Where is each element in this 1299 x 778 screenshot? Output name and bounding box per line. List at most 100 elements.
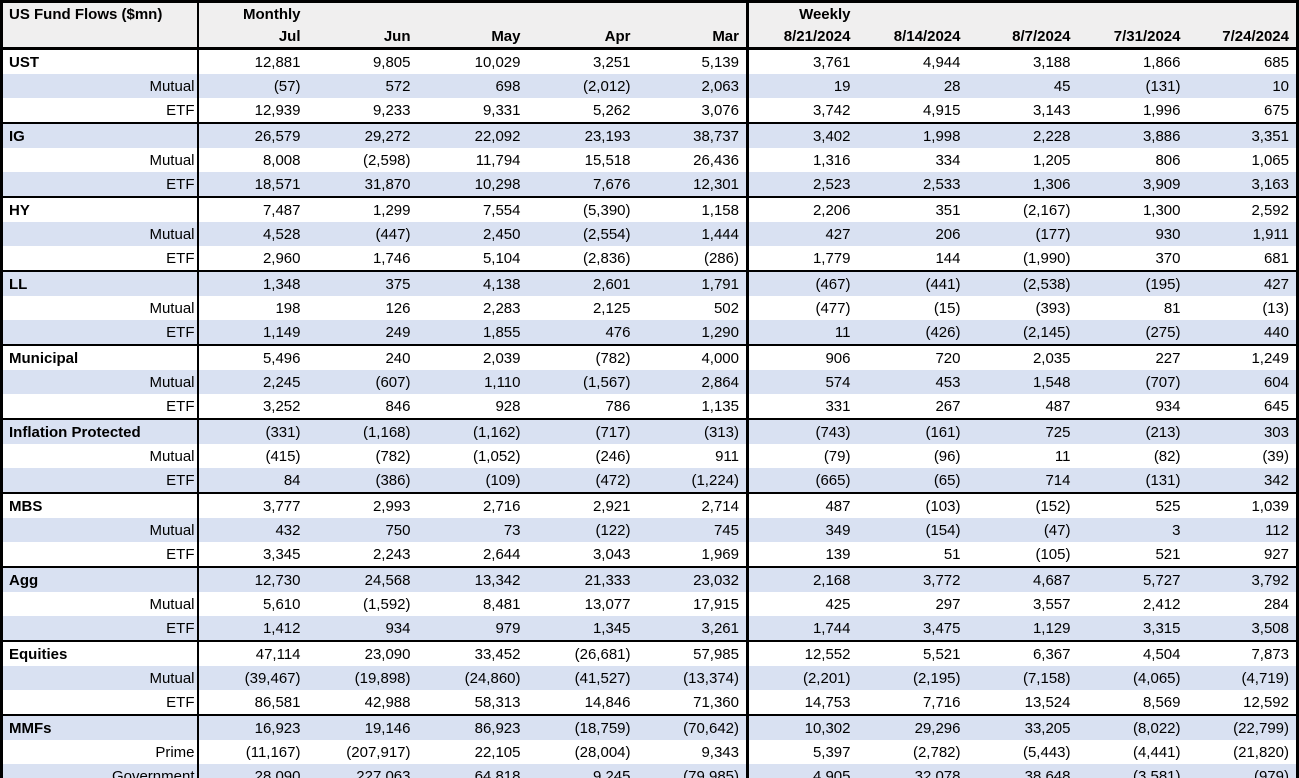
sub-row: Government 28,090 227,063 64,818 9,245 (79,98… [1,764,1298,778]
value-cell: 675 [1263,101,1289,119]
row-label: ETF [1,616,199,641]
value-cell: (154) [857,518,968,542]
value-cell: 453 [857,370,968,394]
row-label: ETF [1,172,199,197]
value-cell: (4,719) [1187,666,1298,690]
sub-row: Mutual (415) (782) (1,052) (246) 911 (79) (96) 1… [1,444,1298,468]
value-cell: 1,316 [812,151,851,169]
value-cell: 1,969 [637,542,749,567]
value-cell: 2,125 [592,299,631,317]
value-cell: 2,039 [417,344,528,370]
value-cell: 206 [857,222,968,246]
value-cell: 427 [1187,270,1298,296]
header-spacer [417,1,528,26]
value-cell: 4,504 [1077,640,1188,666]
sub-row: Mutual (39,467) (19,898) (24,860) (41,527) (1… [1,666,1298,690]
value-cell: 26,436 [637,148,749,172]
row-label: Mutual [1,296,199,320]
sub-row: ETF 3,345 2,243 2,644 3,043 1,969 139 51 (105) 52… [1,542,1298,567]
value-cell: (707) [1077,370,1188,394]
header-spacer [1077,1,1188,26]
value-cell: (743) [747,418,858,444]
value-cell: 4,138 [417,270,528,296]
row-label: Mutual [1,666,199,690]
value-cell: 927 [1263,545,1289,563]
value-cell: 86,581 [254,693,301,711]
value-cell: (1,592) [362,595,411,613]
value-cell: 23,090 [307,640,418,666]
value-cell: 1,746 [372,249,411,267]
value-cell: (19,898) [307,666,418,690]
value-cell: 1,039 [1187,492,1298,518]
col-header-jul: Jul [197,26,308,50]
value-cell: 502 [637,296,749,320]
value-cell: 930 [1077,222,1188,246]
value-cell: 979 [417,616,528,641]
value-cell: 2,714 [637,492,749,518]
sub-row: ETF 86,581 42,988 58,313 14,846 71,360 14,753 7… [1,690,1298,715]
value-cell: 370 [1155,249,1181,267]
row-label: Mutual [1,370,199,394]
value-cell: 1,996 [1142,101,1181,119]
value-cell: 9,233 [372,101,411,119]
value-cell: (477) [815,299,851,317]
col-header-may: May [417,26,528,50]
value-cell: (70,642) [637,714,749,740]
value-cell: (11,167) [245,743,301,761]
value-cell: 351 [857,196,968,222]
value-cell: (8,022) [1077,714,1188,740]
value-cell: 17,915 [637,592,749,616]
value-cell: (246) [595,447,631,465]
value-cell: 13,342 [417,566,528,592]
value-cell: (5,390) [527,196,638,222]
value-cell: (13,374) [637,666,749,690]
value-cell: 9,331 [482,101,521,119]
value-cell: (386) [307,468,418,493]
value-cell: 2,921 [527,492,638,518]
value-cell: 342 [1187,468,1298,493]
value-cell: 425 [825,595,851,613]
sub-row: ETF 1,149 249 1,855 476 1,290 11 (426) (2,145) (2… [1,320,1298,345]
value-cell: 19 [747,74,858,98]
value-cell: (1,224) [637,468,749,493]
row-label: Mutual [1,148,199,172]
value-cell: 725 [967,418,1078,444]
value-cell: 11 [747,320,858,345]
value-cell: 3,188 [967,47,1078,74]
value-cell: (21,820) [1233,743,1289,761]
row-label: IG [1,122,199,148]
value-cell: 3,508 [1187,616,1298,641]
value-cell: 284 [1263,595,1289,613]
value-cell: 1,345 [527,616,638,641]
value-cell: (441) [857,270,968,296]
sub-row: Mutual 5,610 (1,592) 8,481 13,077 17,915 425 29… [1,592,1298,616]
value-cell: 86,923 [417,714,528,740]
value-cell: 928 [495,397,521,415]
value-cell: (1,162) [417,418,528,444]
row-label: ETF [1,246,199,271]
row-label: Equities [1,640,199,666]
group-row: UST 12,881 9,805 10,029 3,251 5,139 3,761 4,944… [1,47,1298,74]
value-cell: 2,533 [857,172,968,197]
value-cell: 3,761 [747,47,858,74]
value-cell: (393) [1035,299,1071,317]
header-spacer [967,1,1078,26]
value-cell: (131) [1077,74,1188,98]
weekly-section-header: Weekly [747,1,858,26]
value-cell: 2,601 [527,270,638,296]
sub-row: ETF 84 (386) (109) (472) (1,224) (665) (65) 714(… [1,468,1298,493]
value-cell: 911 [637,444,749,468]
value-cell: 2,523 [747,172,858,197]
value-cell: 1,205 [1032,151,1071,169]
value-cell: 5,139 [637,47,749,74]
value-cell: (195) [1077,270,1188,296]
value-cell: 645 [1263,397,1289,415]
sub-row: Mutual (57) 572 698 (2,012) 2,063 19 28 45 (131) 1… [1,74,1298,98]
value-cell: 1,158 [637,196,749,222]
value-cell: 2,450 [417,222,528,246]
value-cell: 5,727 [1077,566,1188,592]
value-cell: 1,290 [637,320,749,345]
value-cell: (22,799) [1187,714,1298,740]
value-cell: 42,988 [364,693,411,711]
value-cell: (4,441) [1132,743,1181,761]
